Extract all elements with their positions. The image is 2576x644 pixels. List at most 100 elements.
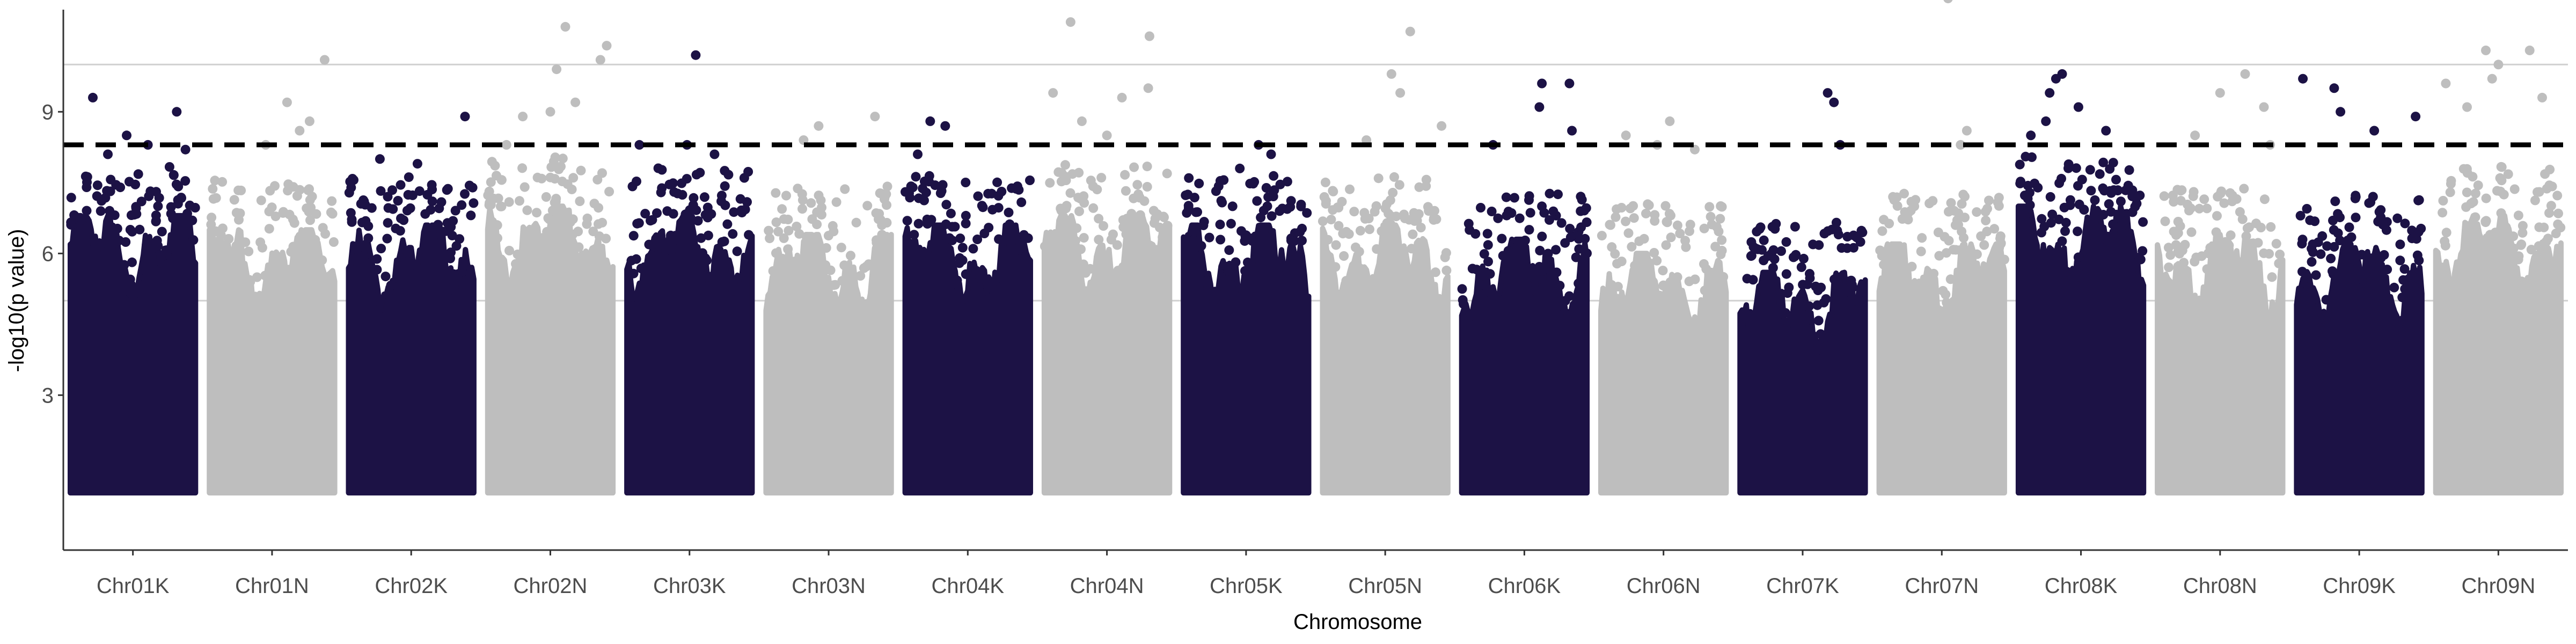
data-point (414, 186, 425, 196)
data-point (1714, 226, 1724, 237)
data-point (1079, 233, 1089, 243)
data-point (166, 202, 176, 212)
data-point (2194, 203, 2205, 214)
data-point (1184, 173, 1194, 183)
data-point (632, 177, 641, 186)
data-point (1900, 207, 1910, 217)
data-point (1796, 262, 1806, 272)
data-point (2211, 227, 2221, 237)
data-point (961, 178, 971, 187)
data-point (1781, 237, 1791, 247)
data-point (987, 204, 998, 215)
data-point (164, 162, 174, 172)
data-point (2541, 236, 2551, 246)
data-point (2295, 210, 2306, 221)
data-point (1252, 196, 1262, 206)
data-point (771, 217, 781, 228)
data-point-top (1102, 130, 1112, 141)
data-point (1892, 201, 1902, 211)
data-point-top (2026, 130, 2036, 141)
data-point (1574, 234, 1584, 244)
data-point (2259, 248, 2269, 258)
data-point (1364, 214, 1374, 224)
data-point (460, 189, 470, 199)
dense-points-Chr08N (2155, 232, 2286, 496)
data-point (1158, 232, 1168, 242)
data-point (1630, 261, 1640, 270)
data-point (722, 219, 733, 229)
data-point (846, 251, 855, 261)
data-point (1285, 202, 1296, 212)
data-point (2539, 222, 2549, 232)
data-point (574, 242, 584, 252)
data-point (2037, 214, 2047, 224)
data-point (1065, 188, 1075, 198)
data-point-top (2215, 88, 2225, 98)
data-point (2326, 253, 2336, 264)
data-point (1021, 233, 1030, 244)
data-point (2553, 219, 2563, 229)
data-point (223, 234, 233, 244)
data-point (1341, 226, 1351, 237)
data-point (1162, 221, 1173, 231)
data-point (2237, 214, 2248, 224)
data-point (1994, 193, 2004, 203)
data-point (2111, 174, 2121, 185)
data-point (1112, 240, 1122, 250)
data-point (1222, 261, 1232, 272)
data-point (1543, 248, 1553, 259)
data-point (1074, 167, 1084, 178)
data-point-top (1943, 0, 1953, 4)
data-point (276, 257, 286, 267)
data-point (2197, 251, 2207, 261)
data-point (154, 193, 164, 203)
y-tick-label: 3 (42, 384, 54, 407)
data-point-top (2524, 45, 2535, 55)
data-point (2108, 158, 2118, 168)
data-point (2462, 164, 2472, 174)
data-point (861, 261, 872, 272)
data-point (490, 160, 500, 171)
data-point (872, 238, 882, 247)
data-point (1776, 246, 1786, 256)
data-point (781, 191, 791, 201)
data-point (217, 177, 228, 187)
data-point (422, 189, 433, 200)
data-point (2533, 187, 2542, 197)
data-point (2073, 226, 2083, 237)
data-point (1816, 282, 1826, 292)
data-point-top (925, 116, 935, 126)
data-point (2530, 195, 2540, 206)
data-point (740, 204, 750, 215)
data-point (1269, 171, 1279, 181)
data-point (1945, 274, 1956, 284)
data-point (2205, 243, 2215, 253)
data-point (2024, 188, 2035, 197)
data-point (305, 215, 315, 225)
data-point (2508, 231, 2519, 241)
data-point (1503, 207, 1513, 217)
data-point (1154, 222, 1165, 232)
data-point (1121, 186, 1131, 196)
data-point (1781, 308, 1790, 318)
data-point (720, 200, 730, 210)
data-point (1571, 252, 1581, 262)
data-point (1025, 175, 1035, 185)
data-point (1476, 203, 1485, 213)
data-point (2518, 228, 2528, 238)
data-point (1216, 196, 1226, 206)
data-point (973, 191, 983, 201)
data-point (493, 233, 502, 243)
data-point (1907, 261, 1917, 272)
data-point (1108, 229, 1118, 239)
data-point (2168, 191, 2178, 201)
data-point (1132, 180, 1143, 190)
data-point (1487, 207, 1497, 216)
data-point (1950, 220, 1960, 230)
data-point (1574, 279, 1584, 289)
data-point (554, 164, 564, 174)
data-point (427, 180, 437, 190)
data-point (1388, 188, 1398, 197)
data-point (2400, 284, 2410, 294)
data-point (1560, 296, 1570, 306)
